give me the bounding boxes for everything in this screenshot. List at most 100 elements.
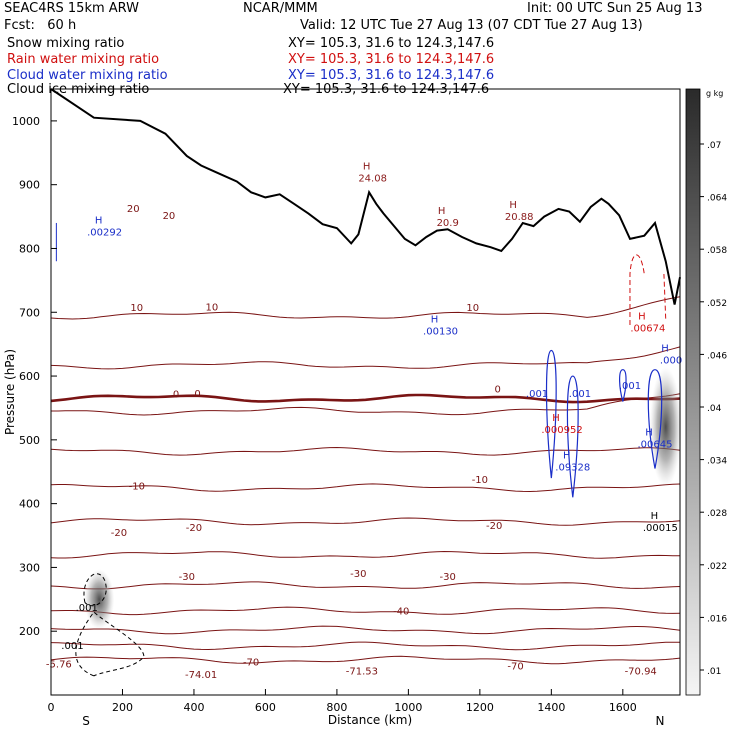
y-tick-label: 500 <box>19 434 40 447</box>
isotherm-line <box>50 581 681 590</box>
cloud-water-contour <box>566 375 579 498</box>
north-label: N <box>656 714 665 728</box>
extremum-value: 20.88 <box>505 212 534 223</box>
extremum-value: .00015 <box>643 523 678 534</box>
y-tick-label: 900 <box>19 179 40 192</box>
colorbar-unit: g kg <box>706 89 723 98</box>
isotherm-line <box>50 655 681 665</box>
contour-label: -20 <box>186 523 202 534</box>
mixing-ratio-label: .001 <box>619 381 641 392</box>
contour-label: 0 <box>495 385 501 396</box>
snow-shade <box>84 569 115 630</box>
mixing-ratio-label: .001 <box>526 389 548 400</box>
contour-label: 20 <box>163 211 176 222</box>
x-tick-label: 1000 <box>394 701 422 714</box>
init-time: Init: 00 UTC Sun 25 Aug 13 <box>527 1 703 16</box>
mixing-ratio-label: .001 <box>569 389 591 400</box>
contour-label: 20 <box>127 204 140 215</box>
x-tick-label: 1600 <box>609 701 637 714</box>
x-tick-label: 800 <box>326 701 347 714</box>
contour-label: 0 <box>194 389 200 400</box>
y-axis-label: Pressure (hPa) <box>3 349 17 435</box>
cloud-water-contour <box>619 369 627 402</box>
contour-label: -70 <box>507 661 523 672</box>
field-xy-snow: XY= 105.3, 31.6 to 124.3,147.6 <box>288 36 495 51</box>
cloud-water-contour <box>545 349 557 479</box>
extremum-mark: H <box>638 311 646 322</box>
isotherm-line <box>50 550 681 559</box>
isotherm-line <box>50 393 681 404</box>
field-label-cloud-water: Cloud water mixing ratio <box>7 68 168 83</box>
cloud-water-contour <box>647 369 663 469</box>
extremum-value: .000952 <box>541 425 582 436</box>
colorbar-tick-label: .07 <box>707 141 721 151</box>
x-tick-label: 1200 <box>466 701 494 714</box>
colorbar-tick-label: .064 <box>707 194 727 204</box>
x-tick-label: 400 <box>183 701 204 714</box>
isotherm-line <box>50 483 681 493</box>
x-tick-label: 1400 <box>537 701 565 714</box>
extremum-value: .00645 <box>637 439 672 450</box>
y-tick-label: 400 <box>19 498 40 511</box>
contour-label: -40 <box>393 607 409 618</box>
colorbar-tick-label: .034 <box>707 457 727 467</box>
extremum-value: 24.08 <box>358 173 387 184</box>
colorbar-tick-label: .016 <box>707 614 727 624</box>
extremum-mark: H <box>438 206 446 217</box>
contour-label: -10 <box>472 475 488 486</box>
contour-label: -70 <box>243 658 259 669</box>
ice-shade <box>649 367 682 488</box>
extremum-mark: H <box>431 315 439 326</box>
plot-frame <box>50 88 681 696</box>
field-xy-cloud-water: XY= 105.3, 31.6 to 124.3,147.6 <box>288 68 495 83</box>
field-xy-rain: XY= 105.3, 31.6 to 124.3,147.6 <box>288 52 495 67</box>
colorbar: .01 .016 .022 .028 .034 .04 .046 .052 .058 .064 .0… <box>685 88 727 696</box>
model-title: SEAC4RS 15km ARW <box>4 1 140 16</box>
colorbar-tick-label: .058 <box>707 246 727 256</box>
isotherm-line <box>50 446 681 456</box>
contour-label: -70.94 <box>625 667 657 678</box>
extremum-mark: H <box>95 216 103 227</box>
isotherm-line <box>50 641 681 651</box>
field-label-snow: Snow mixing ratio <box>7 36 125 51</box>
extremum-value: .09328 <box>555 462 590 473</box>
isotherm-line <box>50 517 681 526</box>
extremum-value: .00130 <box>423 327 458 338</box>
extremum-mark: H <box>363 161 371 172</box>
contour-label: -20 <box>486 521 502 532</box>
contour-label: -30 <box>440 572 456 583</box>
y-tick-label: 300 <box>19 561 40 574</box>
contour-label: -30 <box>350 569 366 580</box>
y-tick-label: 200 <box>19 625 40 638</box>
extremum-mark: H <box>552 413 560 424</box>
south-label: S <box>82 714 90 728</box>
y-tick-label: 800 <box>19 242 40 255</box>
contour-label: 10 <box>205 302 218 313</box>
snow-contour <box>75 611 145 677</box>
colorbar-tick-label: .046 <box>707 351 727 361</box>
isotherm-line <box>50 346 681 370</box>
valid-time: Valid: 12 UTC Tue 27 Aug 13 (07 CDT Tue … <box>300 18 643 33</box>
contour-label: 10 <box>466 303 479 314</box>
contour-label: -74.01 <box>185 670 217 681</box>
colorbar-tick-label: .022 <box>707 562 727 572</box>
extremum-mark: H <box>509 200 517 211</box>
contour-label: -71.53 <box>346 667 378 678</box>
mixing-ratio-label: .001 <box>61 641 83 652</box>
colorbar-tick-label: .01 <box>707 667 721 677</box>
colorbar-tick-label: .04 <box>707 404 722 414</box>
extremum-mark: H <box>645 427 653 438</box>
x-tick-label: 200 <box>112 701 133 714</box>
colorbar-tick-label: .052 <box>707 299 727 309</box>
y-tick-label: 700 <box>19 306 40 319</box>
contour-label: -20 <box>111 528 127 539</box>
extremum-value: .00292 <box>87 228 122 239</box>
x-tick-label: 600 <box>255 701 276 714</box>
extremum-value: 20.9 <box>437 218 459 229</box>
x-axis-label: Distance (km) <box>328 713 412 727</box>
contour-label: -10 <box>129 482 145 493</box>
extremum-value: .00674 <box>630 323 665 334</box>
isotherm-line <box>50 606 681 616</box>
isotherm-line <box>50 625 681 635</box>
